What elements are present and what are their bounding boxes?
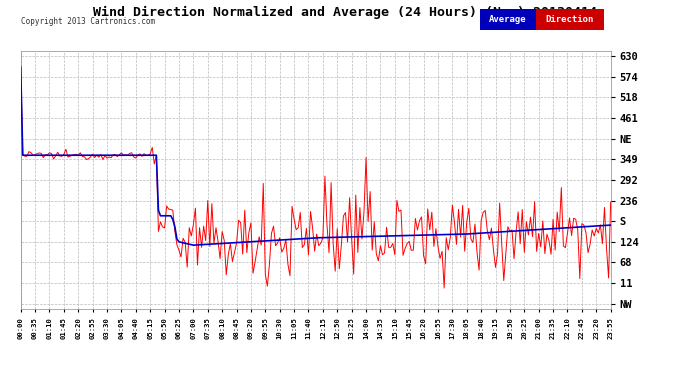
Text: Copyright 2013 Cartronics.com: Copyright 2013 Cartronics.com xyxy=(21,17,155,26)
Text: Wind Direction Normalized and Average (24 Hours) (New) 20130414: Wind Direction Normalized and Average (2… xyxy=(93,6,597,19)
Text: Direction: Direction xyxy=(546,15,594,24)
Text: Average: Average xyxy=(489,15,526,24)
